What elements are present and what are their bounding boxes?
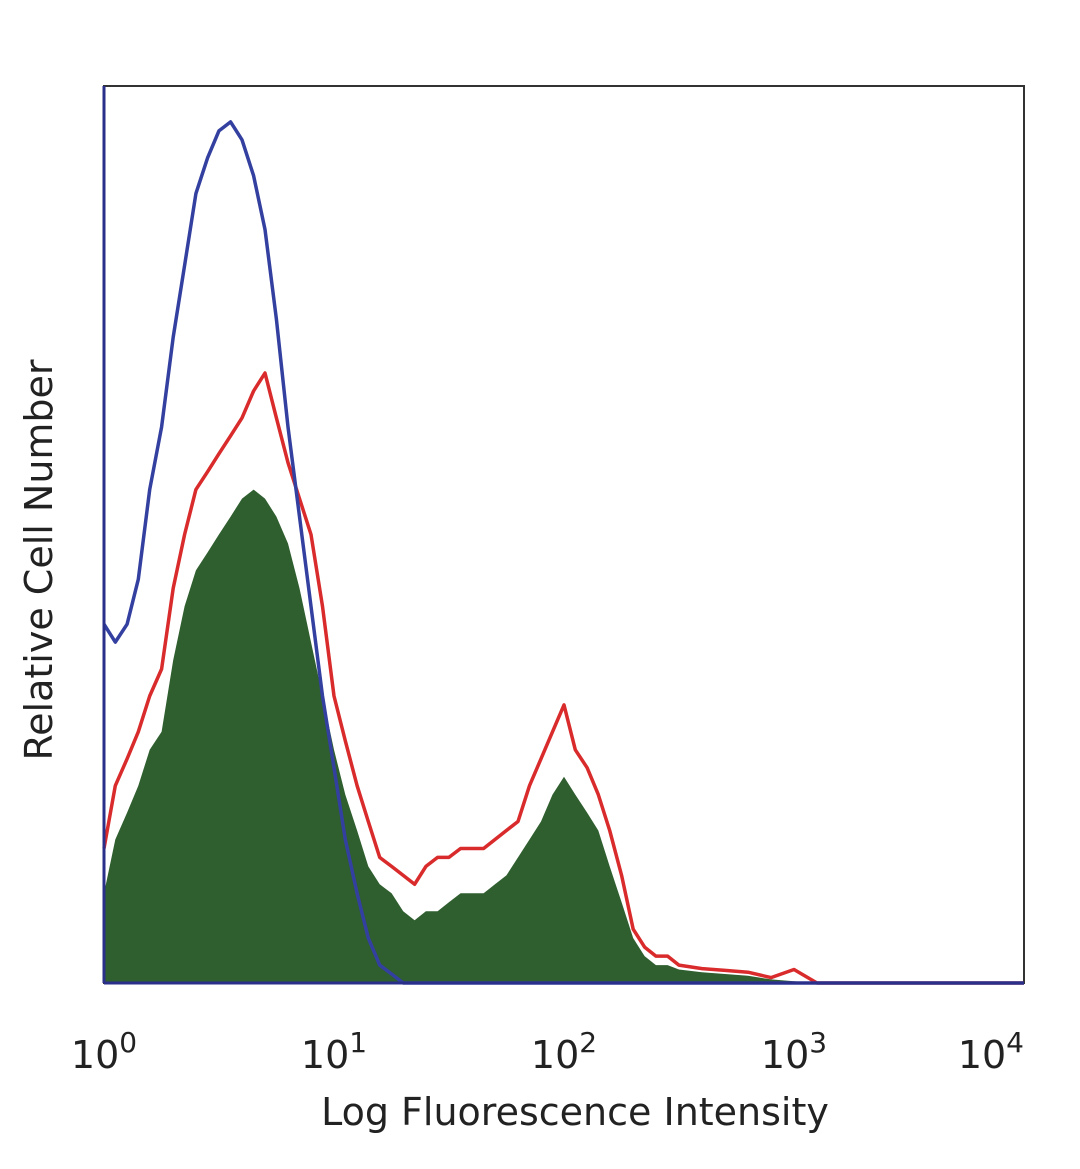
x-tick-label: 102: [531, 1026, 597, 1077]
series-2-outline: [102, 120, 1024, 985]
x-tick-label: 104: [958, 1026, 1024, 1077]
series-0-filled-area: [104, 489, 1024, 983]
y-axis-label: Relative Cell Number: [17, 359, 61, 760]
series-layer: [102, 120, 1024, 985]
x-tick-label: 103: [761, 1026, 827, 1077]
x-axis-label: Log Fluorescence Intensity: [321, 1090, 829, 1134]
series-1-outline: [102, 371, 1024, 985]
x-tick-labels: 100 101 102 103 104: [71, 1026, 1024, 1077]
x-tick-label: 101: [301, 1026, 367, 1077]
x-tick-label: 100: [71, 1026, 137, 1077]
